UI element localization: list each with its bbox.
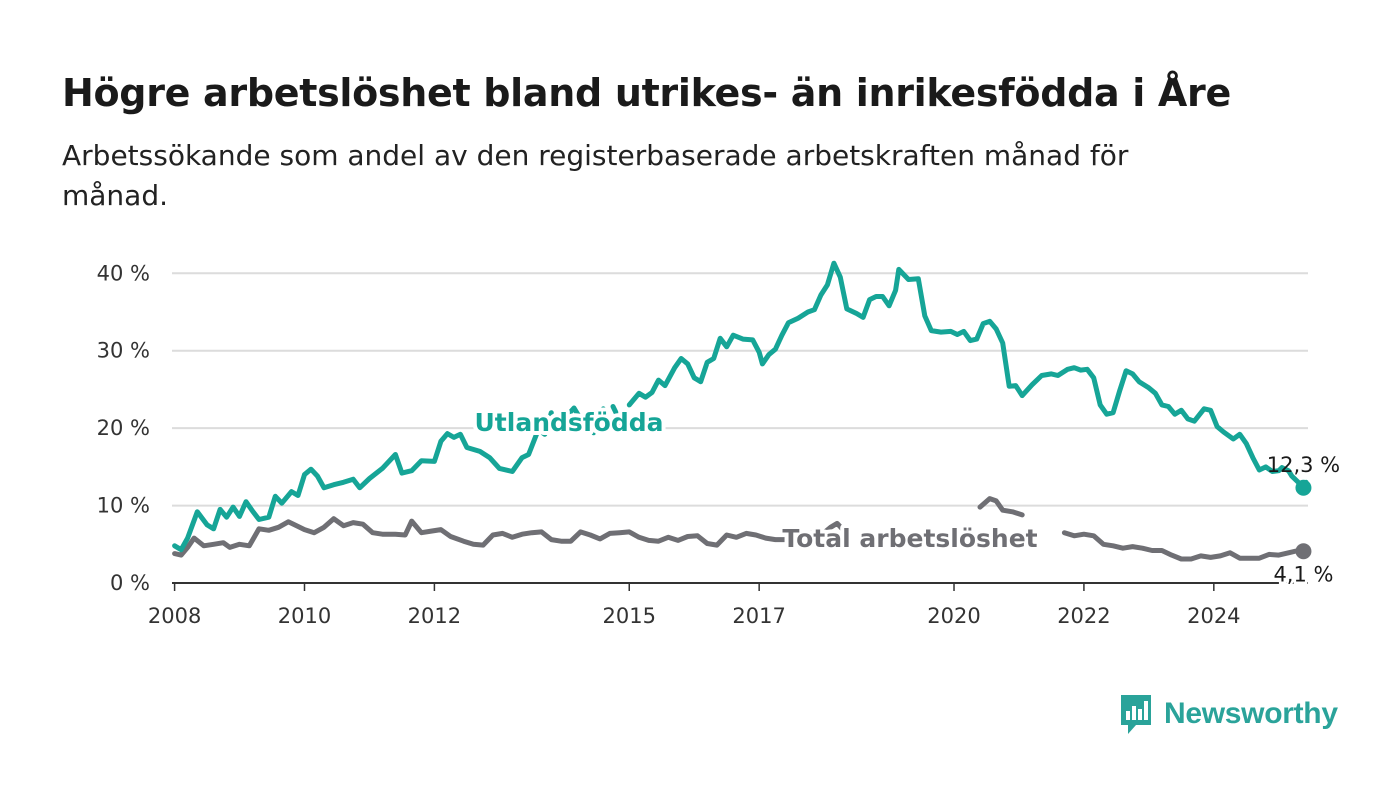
series-total-line — [1061, 530, 1306, 562]
y-tick-label: 10 % — [97, 494, 150, 518]
x-tick-label: 2015 — [603, 604, 656, 628]
series-lines — [172, 260, 1312, 562]
utlandsfodda-series-label: Utlandsfödda — [475, 408, 664, 437]
brand-name: Newsworthy — [1164, 697, 1338, 730]
x-axis-ticks: 2008 2010 2012 2015 2017 2020 2022 2024 — [148, 583, 1241, 628]
utlandsfodda-end-point — [1295, 479, 1312, 496]
series-total-line — [172, 516, 847, 558]
series-utlandsfodda-line — [561, 405, 606, 436]
y-tick-label: 0 % — [110, 571, 150, 595]
total-end-label: 4,1 % — [1273, 562, 1333, 586]
y-tick-label: 30 % — [97, 339, 150, 363]
x-tick-label: 2010 — [278, 604, 331, 628]
series-utlandsfodda-line — [172, 410, 554, 553]
total-series-label: Total arbetslöshet — [782, 524, 1037, 553]
chart-title: Högre arbetslöshet bland utrikes- än inr… — [62, 71, 1231, 115]
grid-lines — [172, 272, 1308, 584]
y-tick-label: 20 % — [97, 416, 150, 440]
series-utlandsfodda-line — [610, 404, 626, 430]
x-tick-label: 2008 — [148, 604, 201, 628]
total-end-point — [1295, 543, 1312, 560]
y-axis-ticks: 0 % 10 % 20 % 30 % 40 % — [97, 261, 150, 595]
chart-subtitle: Arbetssökande som andel av den registerb… — [62, 139, 1129, 212]
x-tick-label: 2012 — [408, 604, 461, 628]
x-tick-label: 2022 — [1057, 604, 1110, 628]
series-utlandsfodda-line — [626, 260, 1309, 491]
x-tick-label: 2024 — [1187, 604, 1240, 628]
series-total-line — [977, 496, 1025, 518]
x-tick-label: 2017 — [732, 604, 785, 628]
series-labels: 12,3 % 4,1 % Utlandsfödda Total arbetslöshe… — [471, 404, 1341, 589]
newsworthy-logo: Newsworthy — [1118, 690, 1338, 738]
utlandsfodda-end-label: 12,3 % — [1267, 453, 1340, 477]
y-tick-label: 40 % — [97, 261, 150, 285]
x-tick-label: 2020 — [927, 604, 980, 628]
newsworthy-logo-icon — [1121, 695, 1151, 734]
